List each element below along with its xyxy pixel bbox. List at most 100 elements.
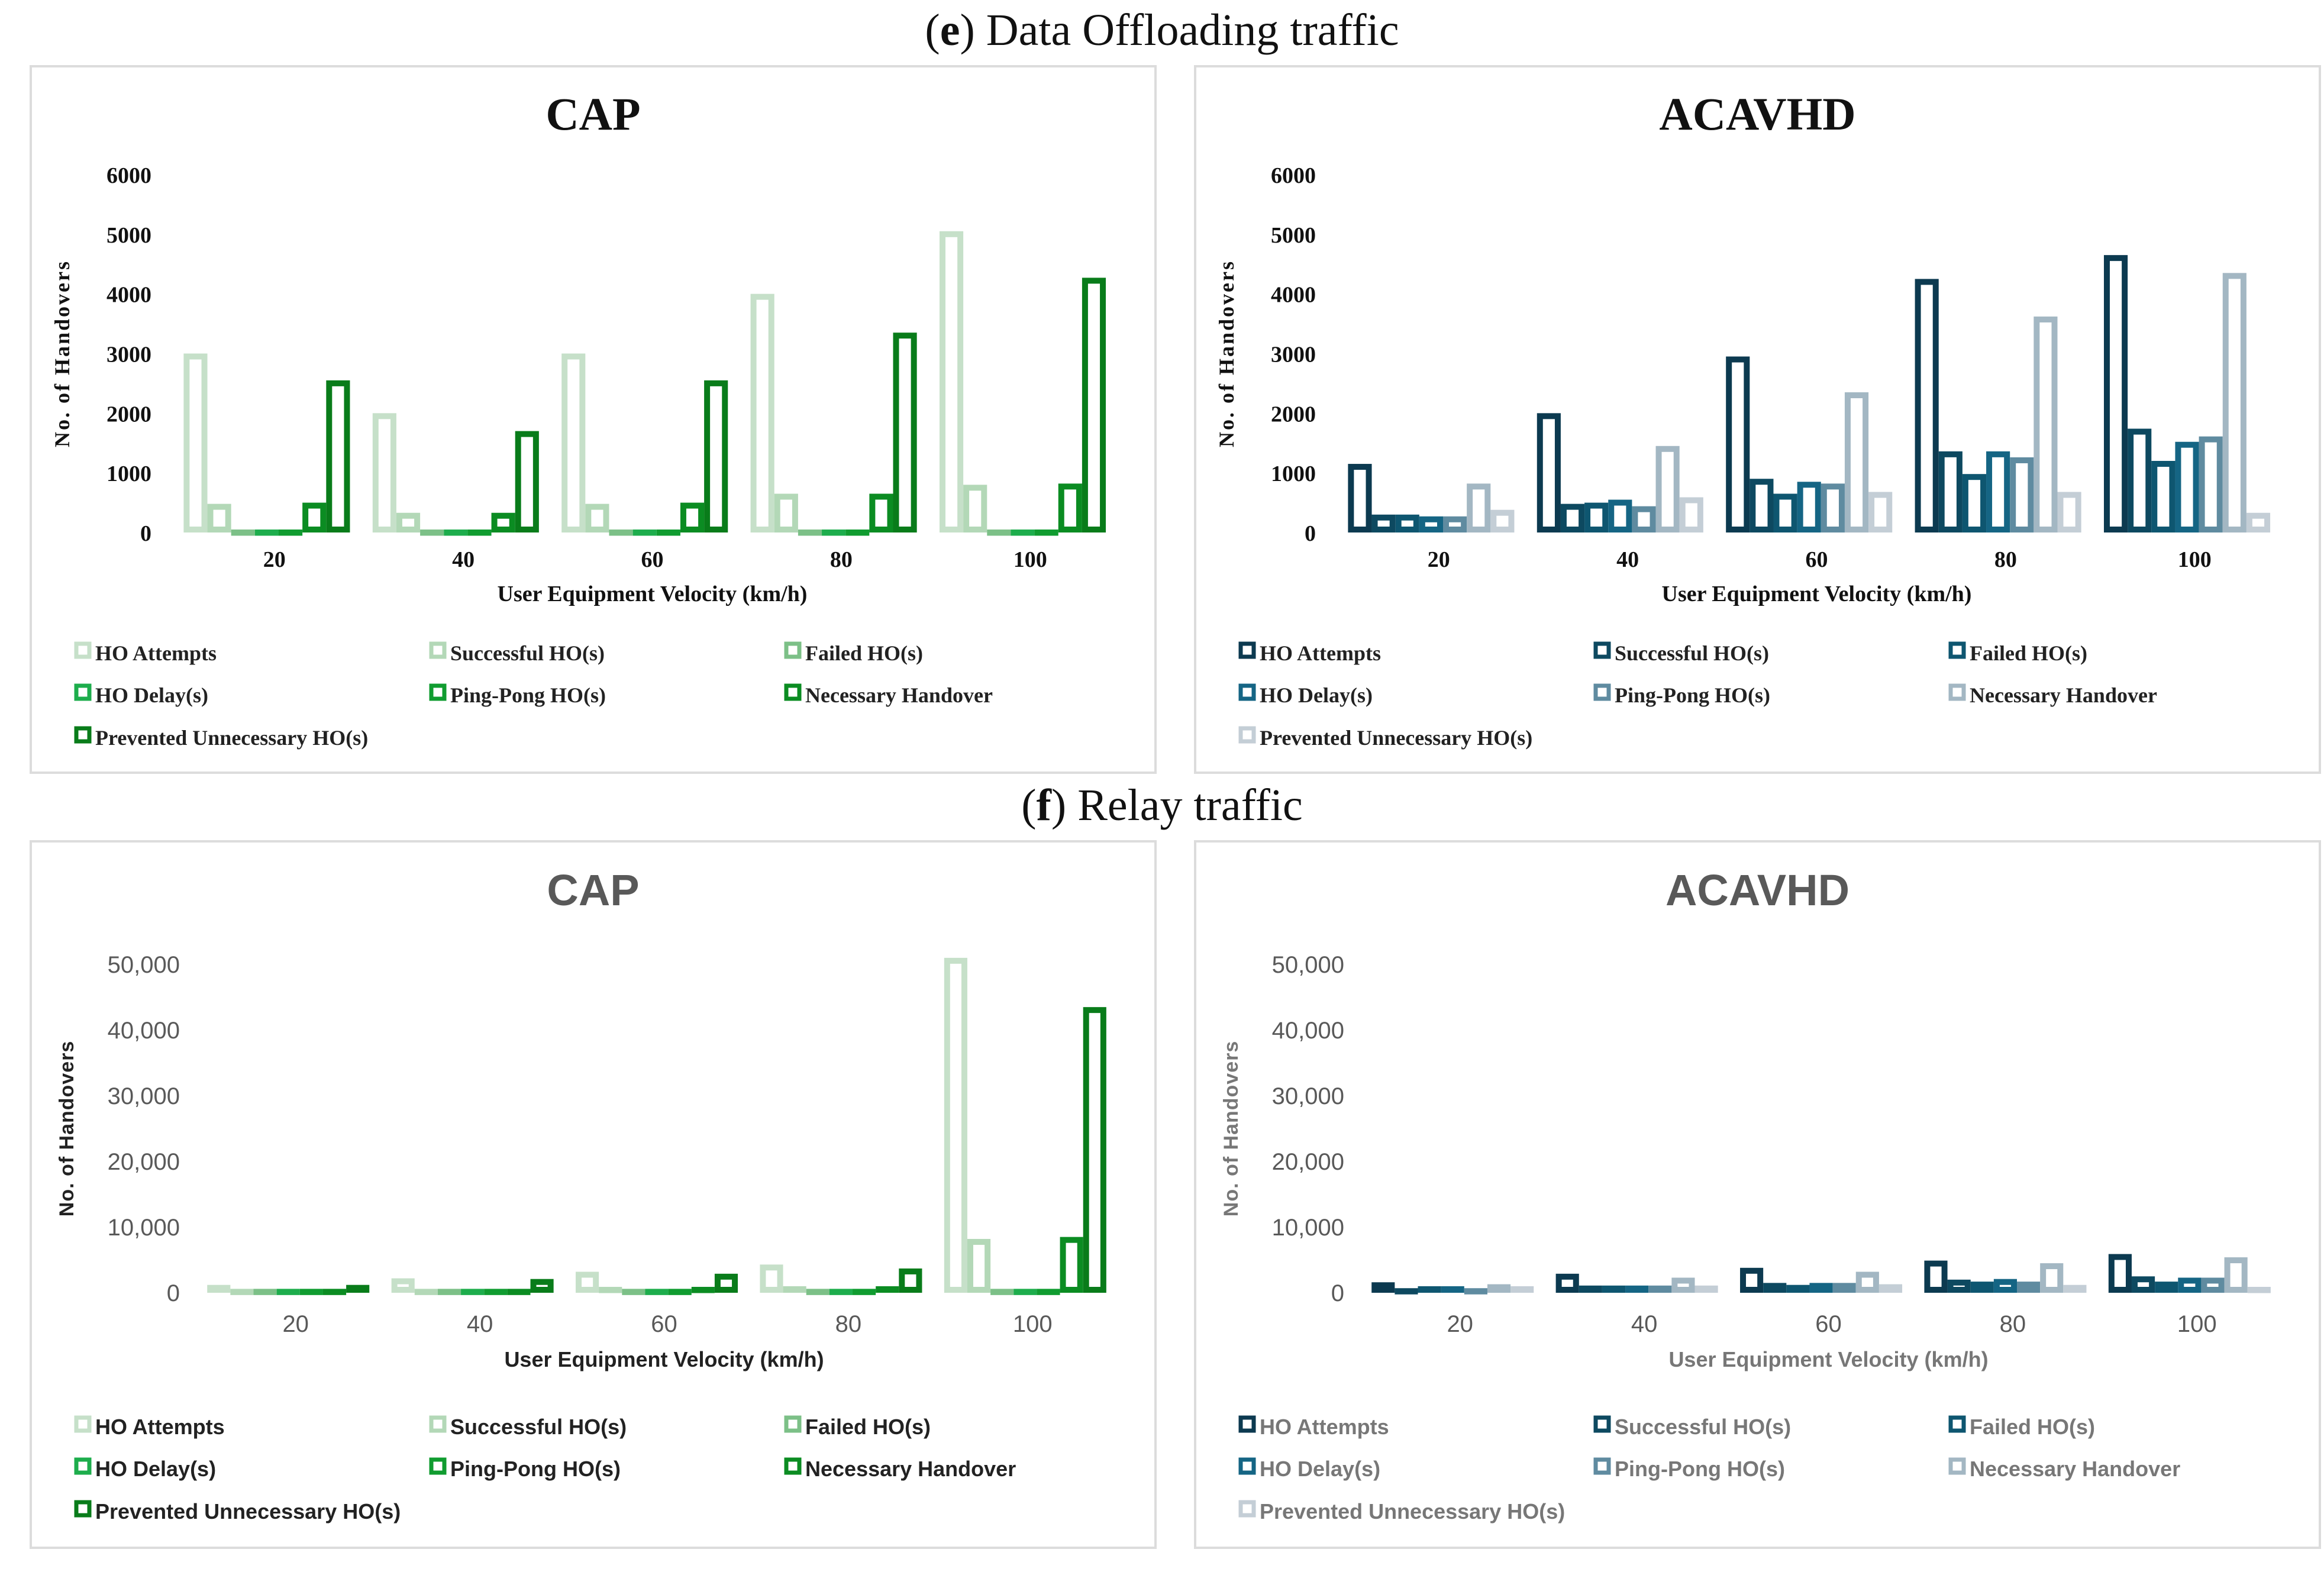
- bar: [1786, 1284, 1810, 1293]
- bar: [2224, 1257, 2248, 1293]
- legend-swatch-icon: [784, 1415, 802, 1433]
- y-tick-label: 1000: [106, 461, 151, 486]
- legend-swatch-icon: [429, 1415, 447, 1433]
- bar: [1648, 1285, 1672, 1293]
- bar: [279, 529, 303, 536]
- bar: [1844, 392, 1869, 533]
- legend-swatch-icon: [784, 1457, 802, 1475]
- legend-swatch-icon: [74, 1457, 92, 1475]
- bar: [1602, 1285, 1626, 1293]
- bar: [1464, 1288, 1487, 1295]
- y-tick-label: 30,000: [1272, 1083, 1344, 1109]
- bar: [2246, 512, 2271, 532]
- bar: [1443, 516, 1467, 533]
- x-tick-label: 100: [2177, 1311, 2217, 1337]
- legend-label: HO Attempts: [1260, 641, 1381, 665]
- x-tick-label: 100: [1013, 1311, 1053, 1337]
- y-axis-title: No. of Handovers: [1220, 1041, 1242, 1216]
- bar: [1395, 514, 1419, 532]
- bar: [944, 957, 967, 1293]
- legend-swatch-icon: [1593, 1415, 1611, 1433]
- bar: [1694, 1285, 1718, 1293]
- bar: [254, 529, 279, 536]
- y-tick-label: 1000: [1271, 461, 1316, 486]
- x-tick-label: 20: [1428, 547, 1450, 572]
- x-tick-label: 100: [1013, 547, 1047, 572]
- bar: [822, 529, 846, 536]
- bar: [1555, 1273, 1579, 1293]
- section-title-text: Relay traffic: [1077, 780, 1303, 830]
- legend-swatch-icon: [74, 683, 92, 701]
- bar: [2017, 1282, 2041, 1293]
- y-tick-label: 10,000: [108, 1215, 180, 1241]
- y-tick-label: 3000: [1271, 343, 1316, 367]
- legend-label: HO Attempts: [95, 1415, 225, 1439]
- bar: [1915, 279, 1939, 532]
- bar: [1726, 356, 1750, 532]
- legend-label: Successful HO(s): [450, 1415, 627, 1439]
- legend-label: Ping-Pong HO(s): [450, 683, 606, 707]
- legend-label: Prevented Unnecessary HO(s): [95, 726, 368, 750]
- legend-swatch-icon: [1948, 641, 1966, 659]
- bar: [326, 380, 350, 532]
- y-tick-label: 50,000: [1272, 952, 1344, 978]
- bar: [704, 380, 728, 532]
- bar: [420, 529, 444, 536]
- bar: [1584, 502, 1609, 532]
- bar: [444, 529, 468, 536]
- legend-swatch-icon: [1238, 726, 1256, 744]
- y-tick-label: 40,000: [108, 1018, 180, 1044]
- bar: [680, 502, 705, 532]
- bar: [714, 1273, 738, 1293]
- section-letter: e: [940, 5, 960, 55]
- x-tick-label: 20: [282, 1311, 309, 1337]
- bar: [467, 529, 492, 536]
- legend-label: Prevented Unnecessary HO(s): [95, 1499, 401, 1524]
- bar: [876, 1286, 899, 1293]
- legend-label: Successful HO(s): [1615, 641, 1769, 665]
- legend-swatch-icon: [1948, 1457, 1966, 1475]
- bar: [783, 1286, 806, 1293]
- bar: [609, 529, 633, 536]
- legend-label: Failed HO(s): [805, 1415, 931, 1439]
- x-tick-label: 60: [651, 1311, 677, 1337]
- legend-swatch-icon: [74, 641, 92, 659]
- bar: [1579, 1285, 1602, 1293]
- legend-label: Prevented Unnecessary HO(s): [1260, 1499, 1565, 1524]
- y-tick-label: 30,000: [108, 1083, 180, 1109]
- x-tick-label: 40: [467, 1311, 493, 1337]
- bar: [2131, 1276, 2155, 1293]
- bar: [2151, 461, 2175, 532]
- legend-swatch-icon: [429, 641, 447, 659]
- legend-label: Successful HO(s): [450, 641, 605, 665]
- bar: [656, 529, 680, 536]
- legend-swatch-icon: [74, 726, 92, 744]
- bar: [1060, 1237, 1083, 1293]
- chart-panel-e-cap: 0 1000 2000 3000 4000 5000 6000 No. of Handover…: [30, 65, 1157, 774]
- bar: [1855, 1271, 1879, 1293]
- bar: [1560, 504, 1585, 532]
- section-letter: f: [1036, 780, 1051, 830]
- x-axis-title: User Equipment Velocity (km/h): [498, 582, 808, 606]
- legend-label: Failed HO(s): [1970, 641, 2087, 665]
- legend-label: Necessary Handover: [805, 683, 993, 707]
- bar: [632, 529, 657, 536]
- chart-panel-e-acavhd: 0 1000 2000 3000 4000 5000 6000 No. of Handover…: [1194, 65, 2321, 774]
- bar: [899, 1268, 922, 1293]
- bar: [1082, 277, 1106, 532]
- bar: [585, 504, 609, 532]
- bar: [302, 502, 327, 532]
- legend-swatch-icon: [784, 683, 802, 701]
- bar: [1655, 446, 1680, 533]
- bar: [798, 529, 822, 536]
- bar: [1625, 1285, 1649, 1293]
- bar: [2155, 1282, 2178, 1293]
- x-tick-label: 60: [1815, 1311, 1842, 1337]
- x-axis-title: User Equipment Velocity (km/h): [1668, 1347, 1988, 1371]
- bar: [1058, 483, 1082, 532]
- y-tick-label: 10,000: [1272, 1215, 1344, 1241]
- bar: [1371, 514, 1396, 532]
- legend-label: HO Attempts: [1260, 1415, 1389, 1439]
- legend-label: Ping-Pong HO(s): [450, 1457, 621, 1481]
- bar: [1632, 506, 1656, 533]
